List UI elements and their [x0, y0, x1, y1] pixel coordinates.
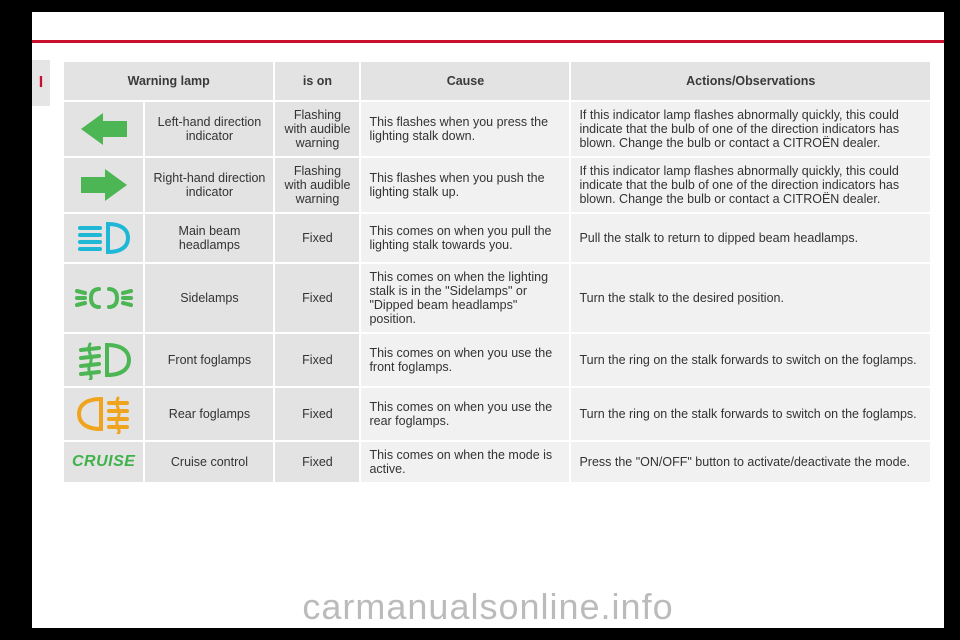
- table-row: CRUISE Cruise control Fixed This comes o…: [63, 441, 931, 483]
- watermark: carmanualsonline.info: [32, 586, 944, 628]
- lamp-cause: This comes on when the lighting stalk is…: [360, 263, 570, 333]
- lamp-name: Sidelamps: [144, 263, 274, 333]
- col-is-on: is on: [274, 61, 360, 101]
- lamp-action: If this indicator lamp flashes abnormall…: [570, 101, 931, 157]
- lamp-state: Fixed: [274, 333, 360, 387]
- icon-cell: [63, 263, 144, 333]
- arrow-left-icon: [81, 111, 127, 147]
- lamp-action: Turn the ring on the stalk forwards to s…: [570, 333, 931, 387]
- lamp-state: Fixed: [274, 387, 360, 441]
- icon-cell: [63, 387, 144, 441]
- icon-cell: [63, 213, 144, 263]
- table-row: Sidelamps Fixed This comes on when the l…: [63, 263, 931, 333]
- lamp-state: Fixed: [274, 263, 360, 333]
- lamp-action: Turn the ring on the stalk forwards to s…: [570, 387, 931, 441]
- lamp-cause: This comes on when you use the rear fogl…: [360, 387, 570, 441]
- table-row: Main beam headlamps Fixed This comes on …: [63, 213, 931, 263]
- cruise-icon: CRUISE: [72, 453, 135, 470]
- icon-cell: [63, 333, 144, 387]
- lamp-cause: This comes on when you pull the lighting…: [360, 213, 570, 263]
- warning-lamp-table: Warning lamp is on Cause Actions/Observa…: [62, 60, 932, 484]
- lamp-cause: This comes on when the mode is active.: [360, 441, 570, 483]
- lamp-cause: This flashes when you push the lighting …: [360, 157, 570, 213]
- lamp-name: Right-hand direction indicator: [144, 157, 274, 213]
- accent-line: [32, 40, 944, 43]
- lamp-action: Turn the stalk to the desired position.: [570, 263, 931, 333]
- table-row: Front foglamps Fixed This comes on when …: [63, 333, 931, 387]
- col-warning-lamp: Warning lamp: [63, 61, 274, 101]
- lamp-state: Flashing with audible warning: [274, 101, 360, 157]
- lamp-state: Flashing with audible warning: [274, 157, 360, 213]
- table-row: Rear foglamps Fixed This comes on when y…: [63, 387, 931, 441]
- lamp-name: Front foglamps: [144, 333, 274, 387]
- icon-cell: CRUISE: [63, 441, 144, 483]
- arrow-right-icon: [81, 167, 127, 203]
- section-tab: I: [32, 60, 50, 106]
- icon-cell: [63, 101, 144, 157]
- page: I Warning lamp is on Cause Actions/Obser…: [32, 12, 944, 628]
- icon-cell: [63, 157, 144, 213]
- col-actions: Actions/Observations: [570, 61, 931, 101]
- table-header-row: Warning lamp is on Cause Actions/Observa…: [63, 61, 931, 101]
- front-foglamp-icon: [77, 340, 131, 380]
- lamp-action: Pull the stalk to return to dipped beam …: [570, 213, 931, 263]
- lamp-cause: This flashes when you press the lighting…: [360, 101, 570, 157]
- sidelamps-icon: [75, 281, 133, 315]
- lamp-name: Rear foglamps: [144, 387, 274, 441]
- table-row: Right-hand direction indicator Flashing …: [63, 157, 931, 213]
- lamp-state: Fixed: [274, 441, 360, 483]
- lamp-action: If this indicator lamp flashes abnormall…: [570, 157, 931, 213]
- lamp-state: Fixed: [274, 213, 360, 263]
- lamp-cause: This comes on when you use the front fog…: [360, 333, 570, 387]
- rear-foglamp-icon: [77, 394, 131, 434]
- main-beam-icon: [78, 220, 130, 256]
- col-cause: Cause: [360, 61, 570, 101]
- lamp-name: Cruise control: [144, 441, 274, 483]
- lamp-name: Main beam headlamps: [144, 213, 274, 263]
- lamp-action: Press the "ON/OFF" button to activate/de…: [570, 441, 931, 483]
- lamp-name: Left-hand direction indicator: [144, 101, 274, 157]
- table-row: Left-hand direction indicator Flashing w…: [63, 101, 931, 157]
